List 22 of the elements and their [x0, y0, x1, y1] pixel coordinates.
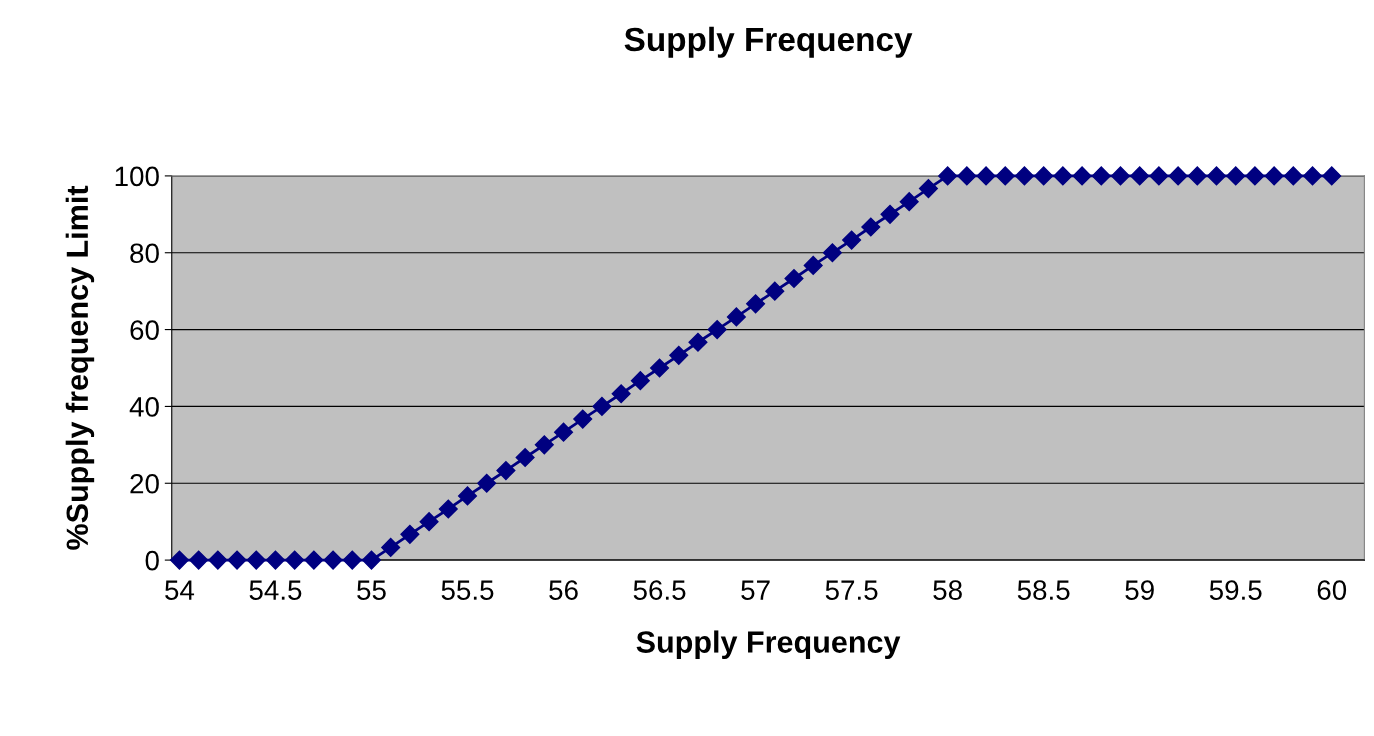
y-axis-title: %Supply frequency Limit — [65, 185, 95, 550]
x-tick-label: 55.5 — [441, 580, 494, 600]
y-tick-label: 60 — [130, 320, 159, 340]
y-tick-label: 40 — [129, 397, 159, 417]
y-tick-label: 100 — [115, 166, 159, 187]
x-tick-label: 57.5 — [825, 580, 878, 600]
x-tick-label: 58 — [933, 580, 962, 600]
x-tick-label: 56.5 — [633, 580, 686, 600]
x-tick-label: 54 — [165, 580, 195, 600]
x-tick-label: 60 — [1317, 580, 1347, 600]
x-tick-label: 56 — [549, 580, 578, 600]
x-tick-label: 55 — [357, 580, 386, 600]
chart-title: Supply Frequency — [624, 26, 913, 58]
x-tick-label: 57 — [741, 580, 770, 600]
y-tick-label: 20 — [130, 473, 159, 494]
x-tick-label: 59.5 — [1209, 580, 1262, 600]
x-tick-label: 54.5 — [249, 580, 302, 600]
x-tick-label: 59 — [1125, 580, 1154, 600]
y-tick-label: 0 — [145, 550, 159, 571]
x-axis-title: Supply Frequency — [636, 630, 901, 659]
x-tick-label: 58.5 — [1017, 580, 1070, 600]
y-tick-label: 80 — [130, 243, 159, 264]
